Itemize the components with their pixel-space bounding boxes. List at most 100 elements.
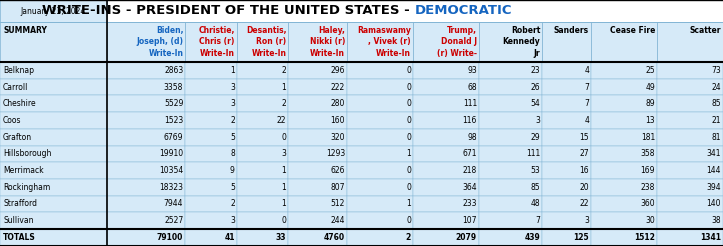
Text: 2: 2 (406, 233, 411, 242)
Text: 22: 22 (277, 116, 286, 125)
Bar (591, 95, 657, 112)
Text: 2: 2 (230, 116, 235, 125)
Bar (0, 129, 107, 145)
Bar (185, 179, 237, 196)
Bar (237, 22, 288, 62)
Text: Carroll: Carroll (3, 83, 28, 92)
Bar (237, 79, 288, 95)
Bar (288, 79, 347, 95)
Text: 160: 160 (330, 116, 345, 125)
Bar (657, 162, 723, 179)
Text: 140: 140 (706, 200, 721, 208)
Bar (591, 112, 657, 129)
Text: 671: 671 (463, 149, 477, 158)
Text: 0: 0 (281, 216, 286, 225)
Bar (0, 212, 107, 229)
Bar (0, 229, 107, 246)
Text: 233: 233 (463, 200, 477, 208)
Bar (107, 196, 185, 212)
Bar (479, 79, 542, 95)
Text: 2: 2 (230, 200, 235, 208)
Bar (288, 129, 347, 145)
Bar (591, 162, 657, 179)
Bar (107, 79, 185, 95)
Text: 0: 0 (406, 216, 411, 225)
Text: 222: 222 (331, 83, 345, 92)
Text: Cheshire: Cheshire (3, 99, 37, 108)
Text: 1: 1 (281, 183, 286, 192)
Bar (0, 162, 107, 179)
Text: Robert: Robert (511, 26, 540, 35)
Text: 360: 360 (641, 200, 655, 208)
Bar (237, 229, 288, 246)
Bar (413, 79, 479, 95)
Text: Haley,: Haley, (318, 26, 345, 35)
Text: Rockingham: Rockingham (3, 183, 51, 192)
Bar (657, 62, 723, 79)
Bar (185, 162, 237, 179)
Bar (107, 145, 185, 162)
Text: 0: 0 (406, 133, 411, 142)
Text: 9: 9 (230, 166, 235, 175)
Text: , Vivek (r): , Vivek (r) (369, 37, 411, 46)
Bar (0, 95, 107, 112)
Text: 5: 5 (230, 183, 235, 192)
Text: 7: 7 (584, 99, 589, 108)
Bar (107, 212, 185, 229)
Bar (107, 112, 185, 129)
Bar (237, 196, 288, 212)
Bar (185, 62, 237, 79)
Text: 16: 16 (579, 166, 589, 175)
Bar (347, 95, 413, 112)
Text: 81: 81 (711, 133, 721, 142)
Text: DEMOCRATIC: DEMOCRATIC (415, 4, 513, 17)
Bar (542, 196, 591, 212)
Bar (591, 129, 657, 145)
Text: 1341: 1341 (700, 233, 721, 242)
Bar (185, 229, 237, 246)
Text: 125: 125 (573, 233, 589, 242)
Bar (657, 95, 723, 112)
Bar (479, 95, 542, 112)
Bar (413, 95, 479, 112)
Text: 181: 181 (641, 133, 655, 142)
Text: Sullivan: Sullivan (3, 216, 33, 225)
Bar (237, 162, 288, 179)
Text: 244: 244 (330, 216, 345, 225)
Text: 4: 4 (584, 116, 589, 125)
Bar (347, 179, 413, 196)
Text: 7: 7 (535, 216, 540, 225)
Bar (0, 145, 107, 162)
Text: 30: 30 (645, 216, 655, 225)
Text: 85: 85 (531, 183, 540, 192)
Text: 4760: 4760 (324, 233, 345, 242)
Text: 0: 0 (406, 166, 411, 175)
Text: Write-In: Write-In (200, 49, 235, 58)
Text: 238: 238 (641, 183, 655, 192)
Text: 26: 26 (531, 83, 540, 92)
Text: 111: 111 (526, 149, 540, 158)
Text: 107: 107 (463, 216, 477, 225)
Text: Chris (r): Chris (r) (200, 37, 235, 46)
Bar (237, 95, 288, 112)
Text: 320: 320 (330, 133, 345, 142)
Bar (0, 196, 107, 212)
Bar (107, 129, 185, 145)
Bar (347, 129, 413, 145)
Text: 53: 53 (531, 166, 540, 175)
Bar (479, 162, 542, 179)
Bar (185, 112, 237, 129)
Text: 2: 2 (281, 66, 286, 75)
Text: 22: 22 (580, 200, 589, 208)
Bar (0, 62, 107, 79)
Bar (0, 179, 107, 196)
Text: 1293: 1293 (326, 149, 345, 158)
Bar (542, 229, 591, 246)
Text: 41: 41 (224, 233, 235, 242)
Bar (107, 229, 185, 246)
Bar (347, 22, 413, 62)
Text: 48: 48 (531, 200, 540, 208)
Text: 116: 116 (463, 116, 477, 125)
Text: 0: 0 (281, 133, 286, 142)
Text: 29: 29 (531, 133, 540, 142)
